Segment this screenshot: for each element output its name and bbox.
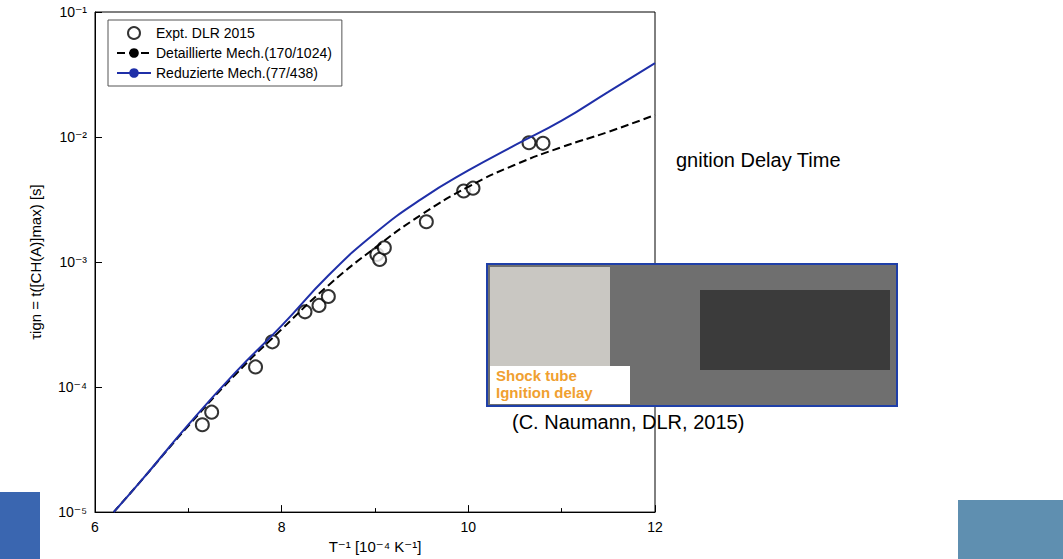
svg-text:10: 10 [461,519,477,535]
svg-text:10⁻¹: 10⁻¹ [59,4,87,20]
svg-text:τign = t([CH(A)]max) [s]: τign = t([CH(A)]max) [s] [27,184,44,340]
svg-text:Ignition delay: Ignition delay [496,384,593,401]
svg-text:10⁻⁴: 10⁻⁴ [58,379,87,395]
svg-text:10⁻³: 10⁻³ [59,254,87,270]
svg-text:12: 12 [647,519,663,535]
svg-text:8: 8 [278,519,286,535]
svg-text:gnition Delay Time: gnition Delay Time [676,149,841,171]
svg-text:6: 6 [91,519,99,535]
svg-text:10⁻²: 10⁻² [59,129,87,145]
svg-text:Reduzierte Mech.(77/438): Reduzierte Mech.(77/438) [156,65,318,81]
svg-text:Expt. DLR 2015: Expt. DLR 2015 [156,25,255,41]
svg-text:Detaillierte Mech.(170/1024): Detaillierte Mech.(170/1024) [156,45,332,61]
svg-text:(C. Naumann, DLR, 2015): (C. Naumann, DLR, 2015) [512,411,744,433]
svg-text:T⁻¹ [10⁻⁴ K⁻¹]: T⁻¹ [10⁻⁴ K⁻¹] [329,538,422,555]
svg-text:Shock tube: Shock tube [496,367,577,384]
svg-text:10⁻⁵: 10⁻⁵ [58,504,87,520]
